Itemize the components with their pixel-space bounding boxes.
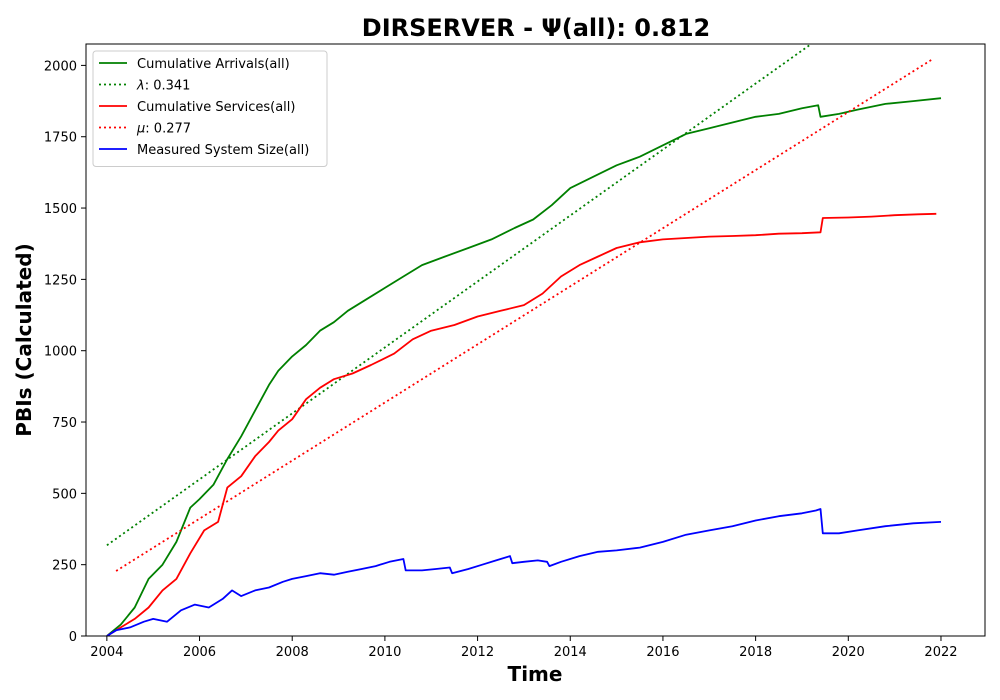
y-tick-label: 250 xyxy=(52,559,77,574)
y-tick-label: 1250 xyxy=(44,273,77,288)
x-tick-label: 2018 xyxy=(739,645,772,660)
series-line-2 xyxy=(106,212,937,636)
legend-entry-label: μ: 0.277 xyxy=(136,122,191,137)
y-axis-label: PBIs (Calculated) xyxy=(12,243,36,436)
y-tick-label: 2000 xyxy=(44,59,77,74)
x-tick-label: 2014 xyxy=(554,645,587,660)
axis-ticks: 2004 2006 2008 2010 2012 2014 2016 2018 2020 2022… xyxy=(44,59,958,660)
legend-entry-label: λ: 0.341 xyxy=(136,79,190,94)
x-tick-label: 2004 xyxy=(90,645,123,660)
x-tick-label: 2020 xyxy=(832,645,865,660)
y-tick-label: 1000 xyxy=(44,345,77,360)
y-tick-label: 1750 xyxy=(44,131,77,146)
legend-box xyxy=(92,50,328,167)
x-axis-label: Time xyxy=(508,662,563,686)
series-line-1 xyxy=(106,44,812,547)
legend-entry-label: Measured System Size(all) xyxy=(137,143,309,158)
y-tick-label: 0 xyxy=(69,630,77,645)
series-line-0 xyxy=(106,97,942,636)
legend-entry-label: Cumulative Arrivals(all) xyxy=(137,57,290,72)
plot-area xyxy=(106,44,942,636)
x-tick-label: 2008 xyxy=(276,645,309,660)
y-tick-label: 500 xyxy=(52,487,77,502)
legend-entry-label: Cumulative Services(all) xyxy=(137,100,295,115)
plot-frame xyxy=(85,43,986,637)
y-tick-label: 1500 xyxy=(44,202,77,217)
y-tick-label: 750 xyxy=(52,416,77,431)
x-tick-label: 2022 xyxy=(924,645,957,660)
x-tick-label: 2012 xyxy=(461,645,494,660)
x-tick-label: 2006 xyxy=(183,645,216,660)
x-tick-label: 2010 xyxy=(368,645,401,660)
legend: Cumulative Arrivals(all) λ: 0.341 Cumulati… xyxy=(92,50,328,167)
series-line-4 xyxy=(106,508,942,636)
series-line-3 xyxy=(115,58,933,572)
chart-title: DIRSERVER - Ψ(all): 0.812 xyxy=(362,14,710,42)
x-tick-label: 2016 xyxy=(646,645,679,660)
